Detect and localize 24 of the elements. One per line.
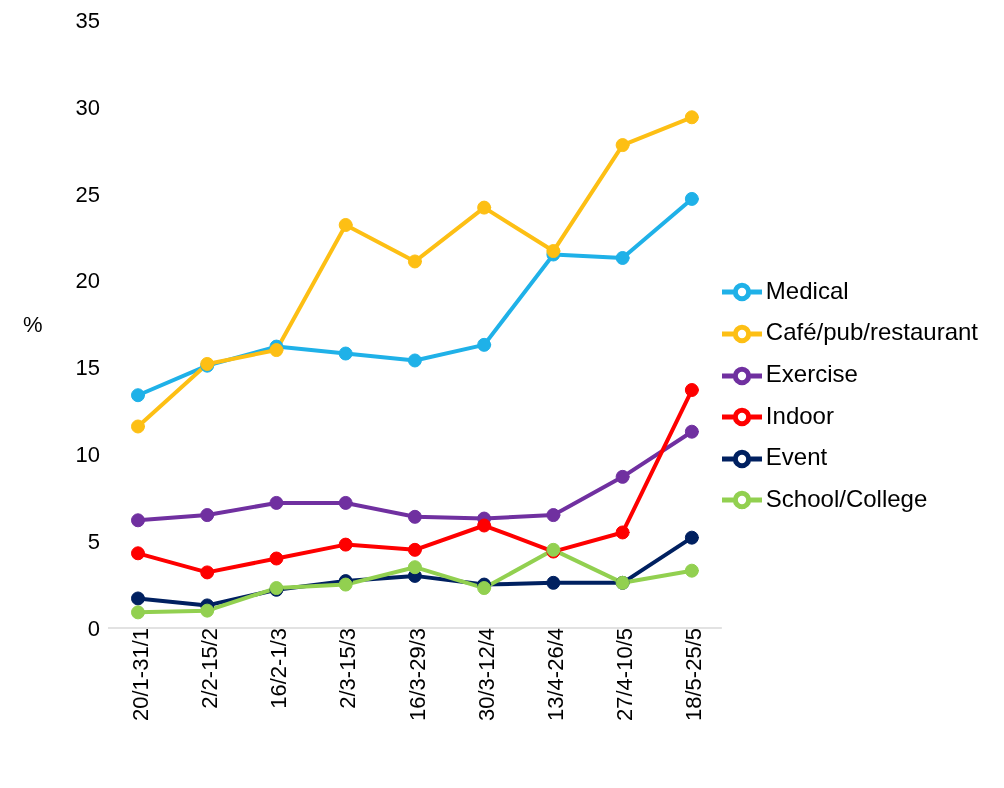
y-tick-label: 35 (75, 7, 100, 33)
legend-label: School/College (765, 484, 928, 512)
y-tick-label: 15 (75, 355, 100, 381)
x-tick-label: 20/1-31/1 (127, 628, 153, 721)
x-tick-label: 18/5-25/5 (681, 628, 707, 721)
y-tick-label: 30 (75, 94, 100, 120)
x-tick-label: 2/2-15/2 (196, 628, 222, 709)
y-tick-label: 20 (75, 268, 100, 294)
x-tick-label: 16/2-1/3 (266, 628, 292, 709)
y-tick-label: 0 (87, 615, 100, 641)
legend-label: Medical (765, 276, 849, 304)
x-tick-label: 13/4-26/4 (543, 628, 569, 721)
legend-label: Indoor (765, 401, 834, 429)
legend-label: Café/pub/restaurant (765, 318, 978, 346)
y-tick-label: 10 (75, 442, 100, 468)
legend-label: Event (765, 443, 828, 471)
legend-label: Exercise (765, 359, 858, 387)
x-tick-label: 16/3-29/3 (404, 628, 430, 721)
y-tick-label: 5 (87, 528, 100, 554)
y-axis-title: % (23, 311, 43, 337)
y-tick-label: 25 (75, 181, 100, 207)
x-tick-label: 27/4-10/5 (612, 628, 638, 721)
x-tick-label: 30/3-12/4 (473, 628, 499, 721)
x-tick-label: 2/3-15/3 (335, 628, 361, 709)
